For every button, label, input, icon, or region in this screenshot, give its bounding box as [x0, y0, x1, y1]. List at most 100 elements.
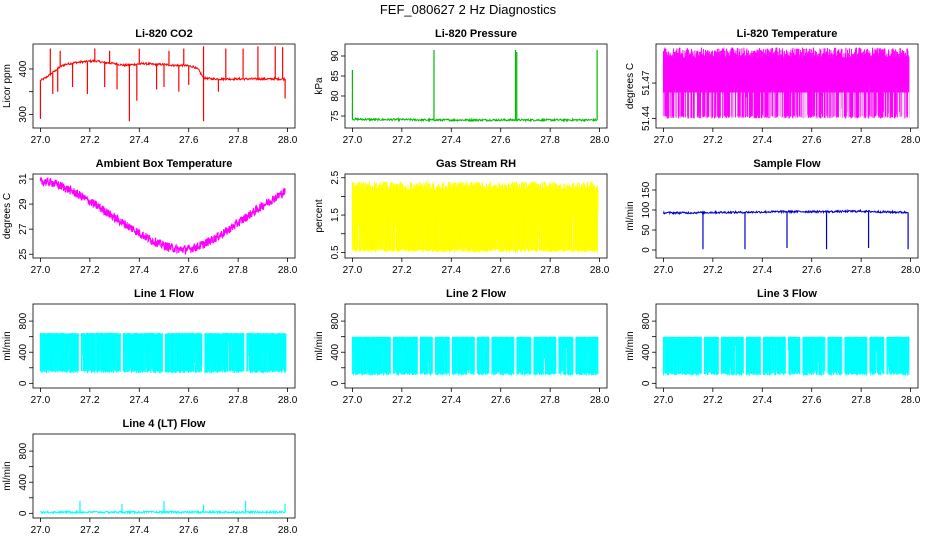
x-tick-label: 27.0 [31, 265, 51, 276]
plot-frame [655, 173, 919, 259]
y-tick-label: 400 [18, 60, 29, 77]
y-tick-label: 29 [18, 198, 29, 210]
data-layer [39, 176, 286, 256]
x-tick-label: 27.4 [442, 135, 462, 146]
y-axis-label: degrees C [2, 193, 13, 239]
series-line [40, 509, 286, 515]
x-tick-label: 28.0 [278, 135, 298, 146]
x-tick-label: 27.8 [228, 395, 248, 406]
panel-title: Li-820 Pressure [435, 28, 517, 40]
y-tick-label: 0 [18, 380, 29, 386]
x-tick-label: 27.2 [392, 265, 412, 276]
series-line [40, 58, 286, 82]
data-layer [39, 46, 286, 122]
panel-title: Line 1 Flow [134, 288, 194, 300]
panel-7: Line 1 Flow ml/min 27.0 27.2 27.4 27.6 27.8 28.… [2, 288, 298, 406]
x-tick-label: 28.0 [590, 265, 610, 276]
y-tick-label: 27 [18, 223, 29, 235]
x-tick-label: 27.8 [228, 525, 248, 536]
panel-title: Line 2 Flow [446, 288, 506, 300]
y-tick-label: 85 [330, 70, 341, 82]
data-layer [39, 332, 287, 374]
y-tick-label: 150 [641, 181, 652, 198]
x-tick-label: 27.6 [491, 395, 511, 406]
y-tick-label: 0.5 [330, 245, 341, 259]
x-tick-label: 27.0 [31, 395, 51, 406]
y-axis-label: ml/min [625, 201, 636, 230]
x-tick-label: 28.0 [901, 395, 921, 406]
y-axis-label: ml/min [2, 331, 13, 360]
y-axis-label: ml/min [314, 331, 325, 360]
panel-title: Sample Flow [753, 158, 821, 170]
y-tick-label: 400 [18, 343, 29, 360]
x-tick-label: 27.4 [130, 135, 150, 146]
data-layer [662, 208, 909, 250]
figure-title: FEF_080627 2 Hz Diagnostics [380, 2, 557, 17]
data-layer [351, 181, 599, 253]
x-tick-label: 27.2 [703, 265, 723, 276]
panel-1: Li-820 CO2 Licor ppm 27.0 27.2 27.4 27.6 27.8 2… [2, 28, 298, 146]
x-tick-label: 27.6 [179, 265, 199, 276]
y-tick-label: 50 [641, 224, 652, 236]
x-tick-label: 27.2 [392, 135, 412, 146]
y-tick-label: 31 [18, 173, 29, 185]
x-tick-label: 27.0 [343, 135, 363, 146]
x-tick-label: 27.0 [654, 265, 674, 276]
panel-3: Li-820 Temperature degrees C 27.0 27.2 27.4 2… [625, 28, 921, 146]
panel-8: Line 2 Flow ml/min 27.0 27.2 27.4 27.6 27.8 28.… [314, 288, 610, 406]
x-tick-label: 28.0 [278, 395, 298, 406]
y-tick-label: 0 [641, 247, 652, 253]
x-tick-label: 27.4 [442, 395, 462, 406]
panel-title: Li-820 Temperature [737, 28, 838, 40]
y-tick-label: 0 [330, 380, 341, 386]
plot-frame [32, 303, 296, 389]
data-layer [40, 500, 286, 515]
panel-title: Line 4 (LT) Flow [123, 418, 206, 430]
x-tick-label: 27.2 [80, 525, 100, 536]
data-layer [662, 47, 910, 119]
x-tick-label: 27.6 [179, 525, 199, 536]
panel-4: Ambient Box Temperature degrees C 27.0 27.2… [2, 158, 298, 276]
x-tick-label: 27.4 [442, 265, 462, 276]
x-tick-label: 27.2 [80, 395, 100, 406]
data-layer [662, 336, 910, 376]
y-tick-label: 400 [330, 343, 341, 360]
x-tick-label: 27.8 [228, 265, 248, 276]
panel-title: Li-820 CO2 [135, 28, 192, 40]
plot-frame [655, 43, 919, 129]
x-tick-label: 27.0 [343, 395, 363, 406]
y-tick-label: 51.44 [641, 106, 652, 131]
x-tick-label: 27.4 [753, 135, 773, 146]
panel-2: Li-820 Pressure kPa 27.0 27.2 27.4 27.6 27.8 28… [314, 28, 610, 146]
y-axis-label: ml/min [2, 461, 13, 490]
x-tick-label: 27.2 [703, 395, 723, 406]
y-axis-label: kPa [314, 77, 325, 95]
x-tick-label: 27.0 [31, 135, 51, 146]
x-tick-label: 27.6 [179, 135, 199, 146]
series-line [662, 208, 909, 216]
y-axis-label: Licor ppm [2, 64, 13, 108]
x-tick-label: 27.2 [80, 135, 100, 146]
x-tick-label: 28.0 [590, 395, 610, 406]
x-tick-label: 27.8 [540, 395, 560, 406]
plot-frame [344, 173, 608, 259]
y-tick-label: 300 [18, 106, 29, 123]
y-axis-label: percent [314, 199, 325, 233]
x-tick-label: 28.0 [901, 265, 921, 276]
x-tick-label: 27.4 [130, 395, 150, 406]
x-tick-label: 27.8 [851, 135, 871, 146]
y-tick-label: 400 [641, 343, 652, 360]
x-tick-label: 27.8 [540, 135, 560, 146]
y-tick-label: 800 [18, 442, 29, 459]
panel-title: Ambient Box Temperature [96, 158, 233, 170]
x-tick-label: 27.8 [851, 265, 871, 276]
y-tick-label: 400 [18, 473, 29, 490]
y-tick-label: 90 [330, 50, 341, 62]
x-tick-label: 27.8 [540, 265, 560, 276]
x-tick-label: 27.2 [392, 395, 412, 406]
y-axis-label: degrees C [625, 63, 636, 109]
series-line [351, 116, 598, 123]
panel-10: Line 4 (LT) Flow ml/min 27.0 27.2 27.4 27.6 27… [2, 418, 298, 536]
